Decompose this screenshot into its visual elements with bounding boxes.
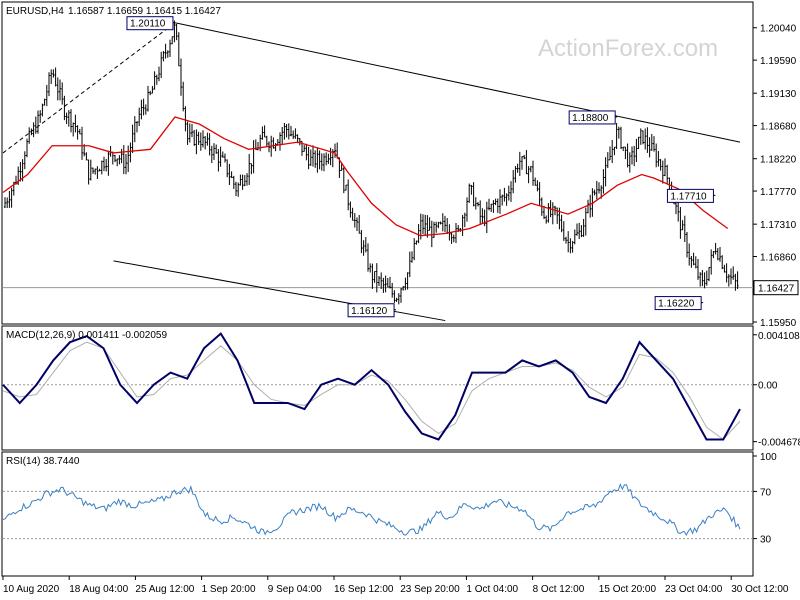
watermark-text: ActionForex.com xyxy=(538,35,718,62)
macd-series-layer xyxy=(2,332,753,441)
rsi-tick-label: 100 xyxy=(760,452,777,463)
rsi-series-layer xyxy=(2,483,753,540)
price-tick-label: 1.19590 xyxy=(760,56,797,67)
annotation-label: 1.18800 xyxy=(572,113,609,124)
price-axis: 1.20040 1.19590 1.19130 1.18680 1.18220 1.177… xyxy=(753,24,799,329)
price-tick-label: 1.17770 xyxy=(760,187,797,198)
time-tick-label: 16 Sep 12:00 xyxy=(334,584,394,595)
trend-line xyxy=(2,22,176,154)
rsi-axis: 100 70 30 xyxy=(753,452,777,546)
macd-tick-label: 0.00 xyxy=(758,381,778,392)
rsi-panel-frame xyxy=(1,451,754,577)
price-tick-label: 1.20040 xyxy=(760,24,797,35)
price-tick-label: 1.17310 xyxy=(760,220,797,231)
time-tick-label: 23 Oct 04:00 xyxy=(665,584,723,595)
time-tick-label: 8 Oct 12:00 xyxy=(533,584,585,595)
price-tick-label: 1.18220 xyxy=(760,155,797,166)
macd-tick-label: -0.004678 xyxy=(758,438,800,449)
macd-axis: 0.004108 0.00 -0.004678 xyxy=(753,331,800,449)
time-tick-label: 15 Oct 20:00 xyxy=(599,584,657,595)
rsi-line xyxy=(2,483,741,536)
annotation-label: 1.20110 xyxy=(130,19,166,30)
macd-tick-label: 0.004108 xyxy=(758,331,800,342)
rsi-label: RSI(14) 38.7440 xyxy=(6,456,80,467)
time-tick-label: 25 Aug 12:00 xyxy=(135,584,194,595)
time-tick-label: 30 Oct 12:00 xyxy=(731,584,789,595)
annotation-label: 1.16220 xyxy=(658,299,695,310)
price-tick-label: 1.18680 xyxy=(760,122,797,133)
time-tick-label: 1 Sep 20:00 xyxy=(202,584,256,595)
trend-line xyxy=(174,22,741,143)
current-price-box xyxy=(753,280,799,296)
price-tick-label: 1.16860 xyxy=(760,253,797,264)
time-tick-label: 18 Aug 04:00 xyxy=(69,584,128,595)
annotation-label: 1.16120 xyxy=(351,306,388,317)
moving-average-line xyxy=(2,116,729,237)
annotation-label: 1.17710 xyxy=(670,191,707,202)
price-tick-label: 1.19130 xyxy=(760,89,797,100)
rsi-tick-label: 30 xyxy=(760,535,772,546)
macd-signal-line xyxy=(2,341,741,441)
time-tick-label: 10 Aug 2020 xyxy=(3,584,60,595)
time-tick-label: 1 Oct 04:00 xyxy=(466,584,518,595)
time-tick-label: 9 Sep 04:00 xyxy=(268,584,322,595)
current-price-label: 1.16427 xyxy=(758,284,795,295)
macd-label: MACD(12,26,9) 0.001411 -0.002059 xyxy=(6,330,167,341)
macd-main-line xyxy=(2,332,741,441)
macd-panel-frame xyxy=(1,325,754,451)
price-series-layer: 1.20110 1.16120 1.18800 1.17710 1.16220 xyxy=(2,16,753,322)
symbol-label: EURUSD,H4 xyxy=(6,6,64,17)
price-tick-label: 1.15950 xyxy=(760,318,797,329)
time-tick-label: 23 Sep 20:00 xyxy=(400,584,460,595)
time-axis: 10 Aug 2020 18 Aug 04:00 25 Aug 12:00 1 Sep… xyxy=(2,576,789,595)
ohlc-label: 1.16587 1.16659 1.16415 1.16427 xyxy=(68,6,221,17)
rsi-tick-label: 70 xyxy=(760,487,772,498)
